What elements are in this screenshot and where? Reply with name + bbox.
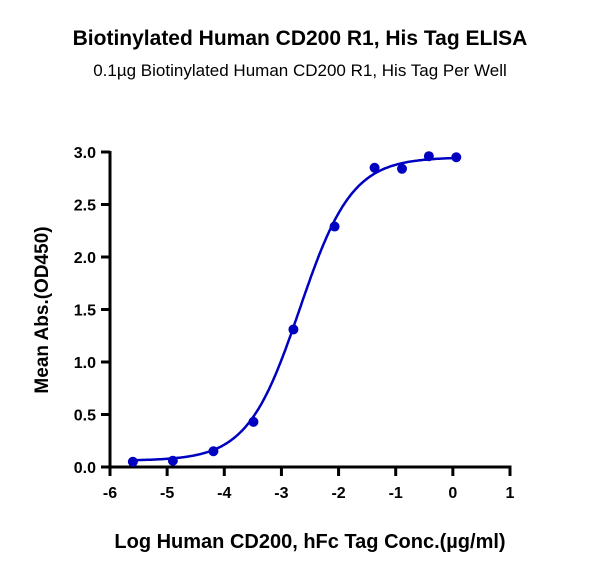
y-tick-label: 1.0 <box>74 355 96 372</box>
data-point <box>369 162 380 173</box>
chart-title: Biotinylated Human CD200 R1, His Tag ELI… <box>72 27 528 50</box>
x-tick-label: -3 <box>274 485 288 502</box>
x-tick-label: -2 <box>331 485 345 502</box>
y-tick-label: 2.0 <box>74 250 96 267</box>
data-point <box>248 416 259 427</box>
data-point <box>208 446 219 457</box>
y-tick-label: 3.0 <box>74 145 96 162</box>
data-point <box>329 221 340 232</box>
data-point <box>288 324 299 335</box>
x-tick-label: -5 <box>160 485 174 502</box>
x-tick-label: -6 <box>103 485 117 502</box>
y-tick-label: 2.5 <box>74 198 96 215</box>
y-tick-label: 0.0 <box>74 460 96 477</box>
y-tick-label: 0.5 <box>74 408 96 425</box>
data-point <box>397 163 407 174</box>
x-tick-label: -4 <box>217 485 231 502</box>
data-point <box>167 455 178 466</box>
y-axis-label: Mean Abs.(OD450) <box>32 226 53 393</box>
chart-subtitle: 0.1µg Biotinylated Human CD200 R1, His T… <box>93 61 507 80</box>
data-point <box>423 151 434 162</box>
x-tick-label: 0 <box>448 485 457 502</box>
x-axis-label: Log Human CD200, hFc Tag Conc.(µg/ml) <box>114 531 505 553</box>
data-point <box>451 152 462 163</box>
data-point <box>127 456 138 467</box>
fit-curve <box>132 156 457 462</box>
x-tick-label: 1 <box>506 485 515 502</box>
x-tick-label: -1 <box>389 485 403 502</box>
y-tick-label: 1.5 <box>74 303 96 320</box>
